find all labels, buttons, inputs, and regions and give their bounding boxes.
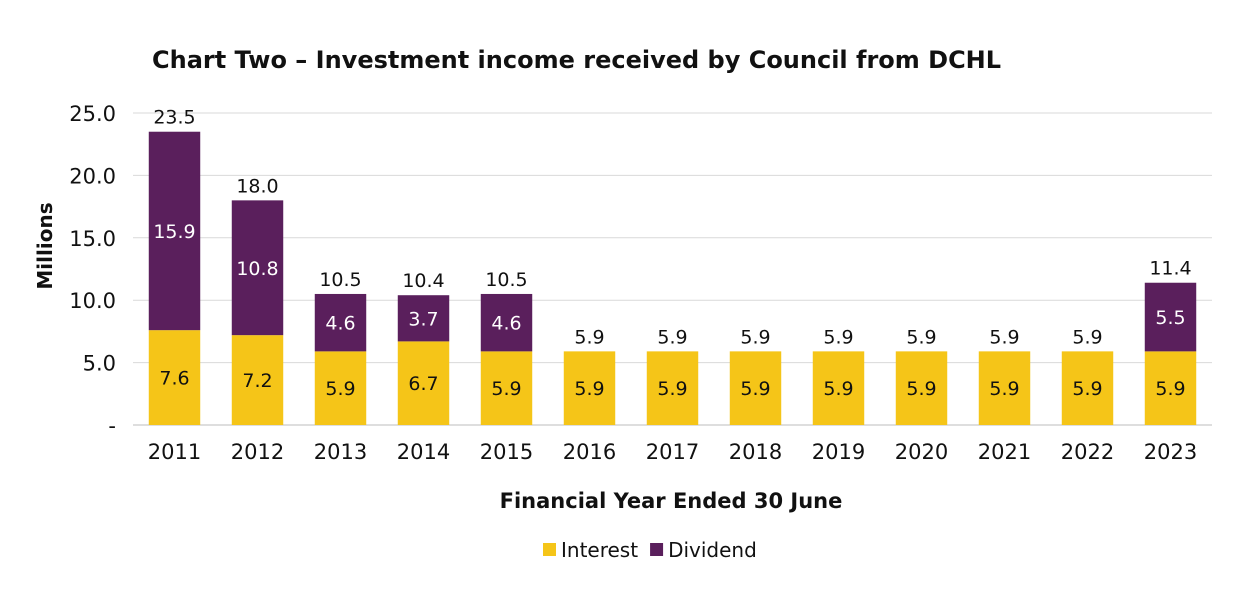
x-tick-label: 2013: [314, 440, 367, 464]
x-tick-label: 2017: [646, 440, 699, 464]
bar-segment-interest: [729, 351, 782, 425]
x-tick-label: 2018: [729, 440, 782, 464]
y-axis: - 5.0 10.0 15.0 20.0 25.0: [69, 102, 116, 438]
bar-segment-interest: [480, 351, 533, 425]
bar-total-label: 10.5: [485, 269, 527, 291]
bar-total-label: 5.9: [740, 326, 770, 348]
bar-total-label: 23.5: [153, 107, 195, 129]
bar-segment-interest: [148, 330, 201, 425]
bar-value-label: 5.9: [989, 378, 1019, 400]
bar-value-label: 5.9: [906, 378, 936, 400]
bar-segment-interest: [812, 351, 865, 425]
bar-segment-interest: [646, 351, 699, 425]
bar-total-label: 5.9: [657, 326, 687, 348]
bar-segment-interest: [231, 335, 284, 425]
bar-segment-interest: [397, 341, 450, 425]
bar-value-label: 4.6: [325, 313, 355, 335]
bar-value-label: 15.9: [153, 221, 195, 243]
x-tick-label: 2011: [148, 440, 201, 464]
bar-total-label: 10.5: [319, 269, 361, 291]
bar-value-label: 7.6: [159, 368, 189, 390]
bar-value-label: 5.9: [657, 378, 687, 400]
bar-value-label: 7.2: [242, 370, 272, 392]
y-tick-label: 10.0: [69, 289, 116, 313]
bar-total-label: 5.9: [1072, 326, 1102, 348]
x-axis: 2011 2012 2013 2014 2015 2016 2017 2018 2019 2020…: [148, 440, 1197, 464]
y-axis-label: Millions: [33, 202, 57, 289]
y-tick-label: 25.0: [69, 102, 116, 126]
bar-segment-interest: [978, 351, 1031, 425]
x-tick-label: 2012: [231, 440, 284, 464]
bar-segment-interest: [895, 351, 948, 425]
bar-value-label: 5.9: [325, 378, 355, 400]
x-axis-label: Financial Year Ended 30 June: [500, 489, 843, 513]
bar-segment-interest: [314, 351, 367, 425]
grid: [133, 112, 1212, 426]
bar-value-label: 5.9: [740, 378, 770, 400]
legend-label-dividend: Dividend: [668, 538, 757, 562]
bar-total-label: 5.9: [823, 326, 853, 348]
y-tick-label: 15.0: [69, 227, 116, 251]
bar-segment-dividend: [148, 131, 201, 331]
x-tick-label: 2016: [563, 440, 616, 464]
bar-value-label: 10.8: [236, 258, 278, 280]
x-tick-label: 2019: [812, 440, 865, 464]
bar-value-label: 3.7: [408, 308, 438, 330]
x-tick-label: 2015: [480, 440, 533, 464]
legend-swatch-interest: [543, 543, 556, 556]
bar-total-label: 5.9: [989, 326, 1019, 348]
chart-title: Chart Two – Investment income received b…: [152, 46, 1001, 74]
bar-value-label: 5.9: [823, 378, 853, 400]
bar-total-label: 5.9: [906, 326, 936, 348]
bar-segment-dividend: [231, 200, 284, 336]
x-tick-label: 2014: [397, 440, 450, 464]
bar-value-label: 5.9: [1072, 378, 1102, 400]
y-tick-label: -: [108, 414, 116, 438]
bar-segment-dividend: [397, 295, 450, 342]
y-tick-label: 20.0: [69, 164, 116, 188]
bar-segment-interest: [1061, 351, 1114, 425]
bar-total-label: 10.4: [402, 270, 444, 292]
bar-value-label: 4.6: [491, 313, 521, 335]
legend-swatch-dividend: [650, 543, 664, 556]
x-tick-label: 2023: [1144, 440, 1197, 464]
bar-total-label: 5.9: [574, 326, 604, 348]
x-tick-label: 2021: [978, 440, 1031, 464]
y-tick-label: 5.0: [83, 352, 116, 376]
legend: Interest Dividend: [543, 538, 757, 562]
bar-segment-dividend: [1144, 282, 1197, 352]
x-tick-label: 2020: [895, 440, 948, 464]
bar-segment-dividend: [314, 293, 367, 352]
bar-total-label: 11.4: [1149, 258, 1191, 280]
bar-segment-interest: [563, 351, 616, 425]
x-tick-label: 2022: [1061, 440, 1114, 464]
bar-value-label: 5.9: [1155, 378, 1185, 400]
bar-value-label: 5.5: [1155, 307, 1185, 329]
bar-value-label: 6.7: [408, 373, 438, 395]
bar-value-label: 5.9: [574, 378, 604, 400]
bar-value-label: 5.9: [491, 378, 521, 400]
bar-segment-dividend: [480, 293, 533, 352]
legend-label-interest: Interest: [561, 538, 638, 562]
bar-segment-interest: [1144, 351, 1197, 425]
bars: 7.6 15.9 23.5 7.2 10.8 18.0 5.9 4.6 10.5 6.7 3.7 10…: [148, 107, 1197, 425]
bar-total-label: 18.0: [236, 175, 278, 197]
